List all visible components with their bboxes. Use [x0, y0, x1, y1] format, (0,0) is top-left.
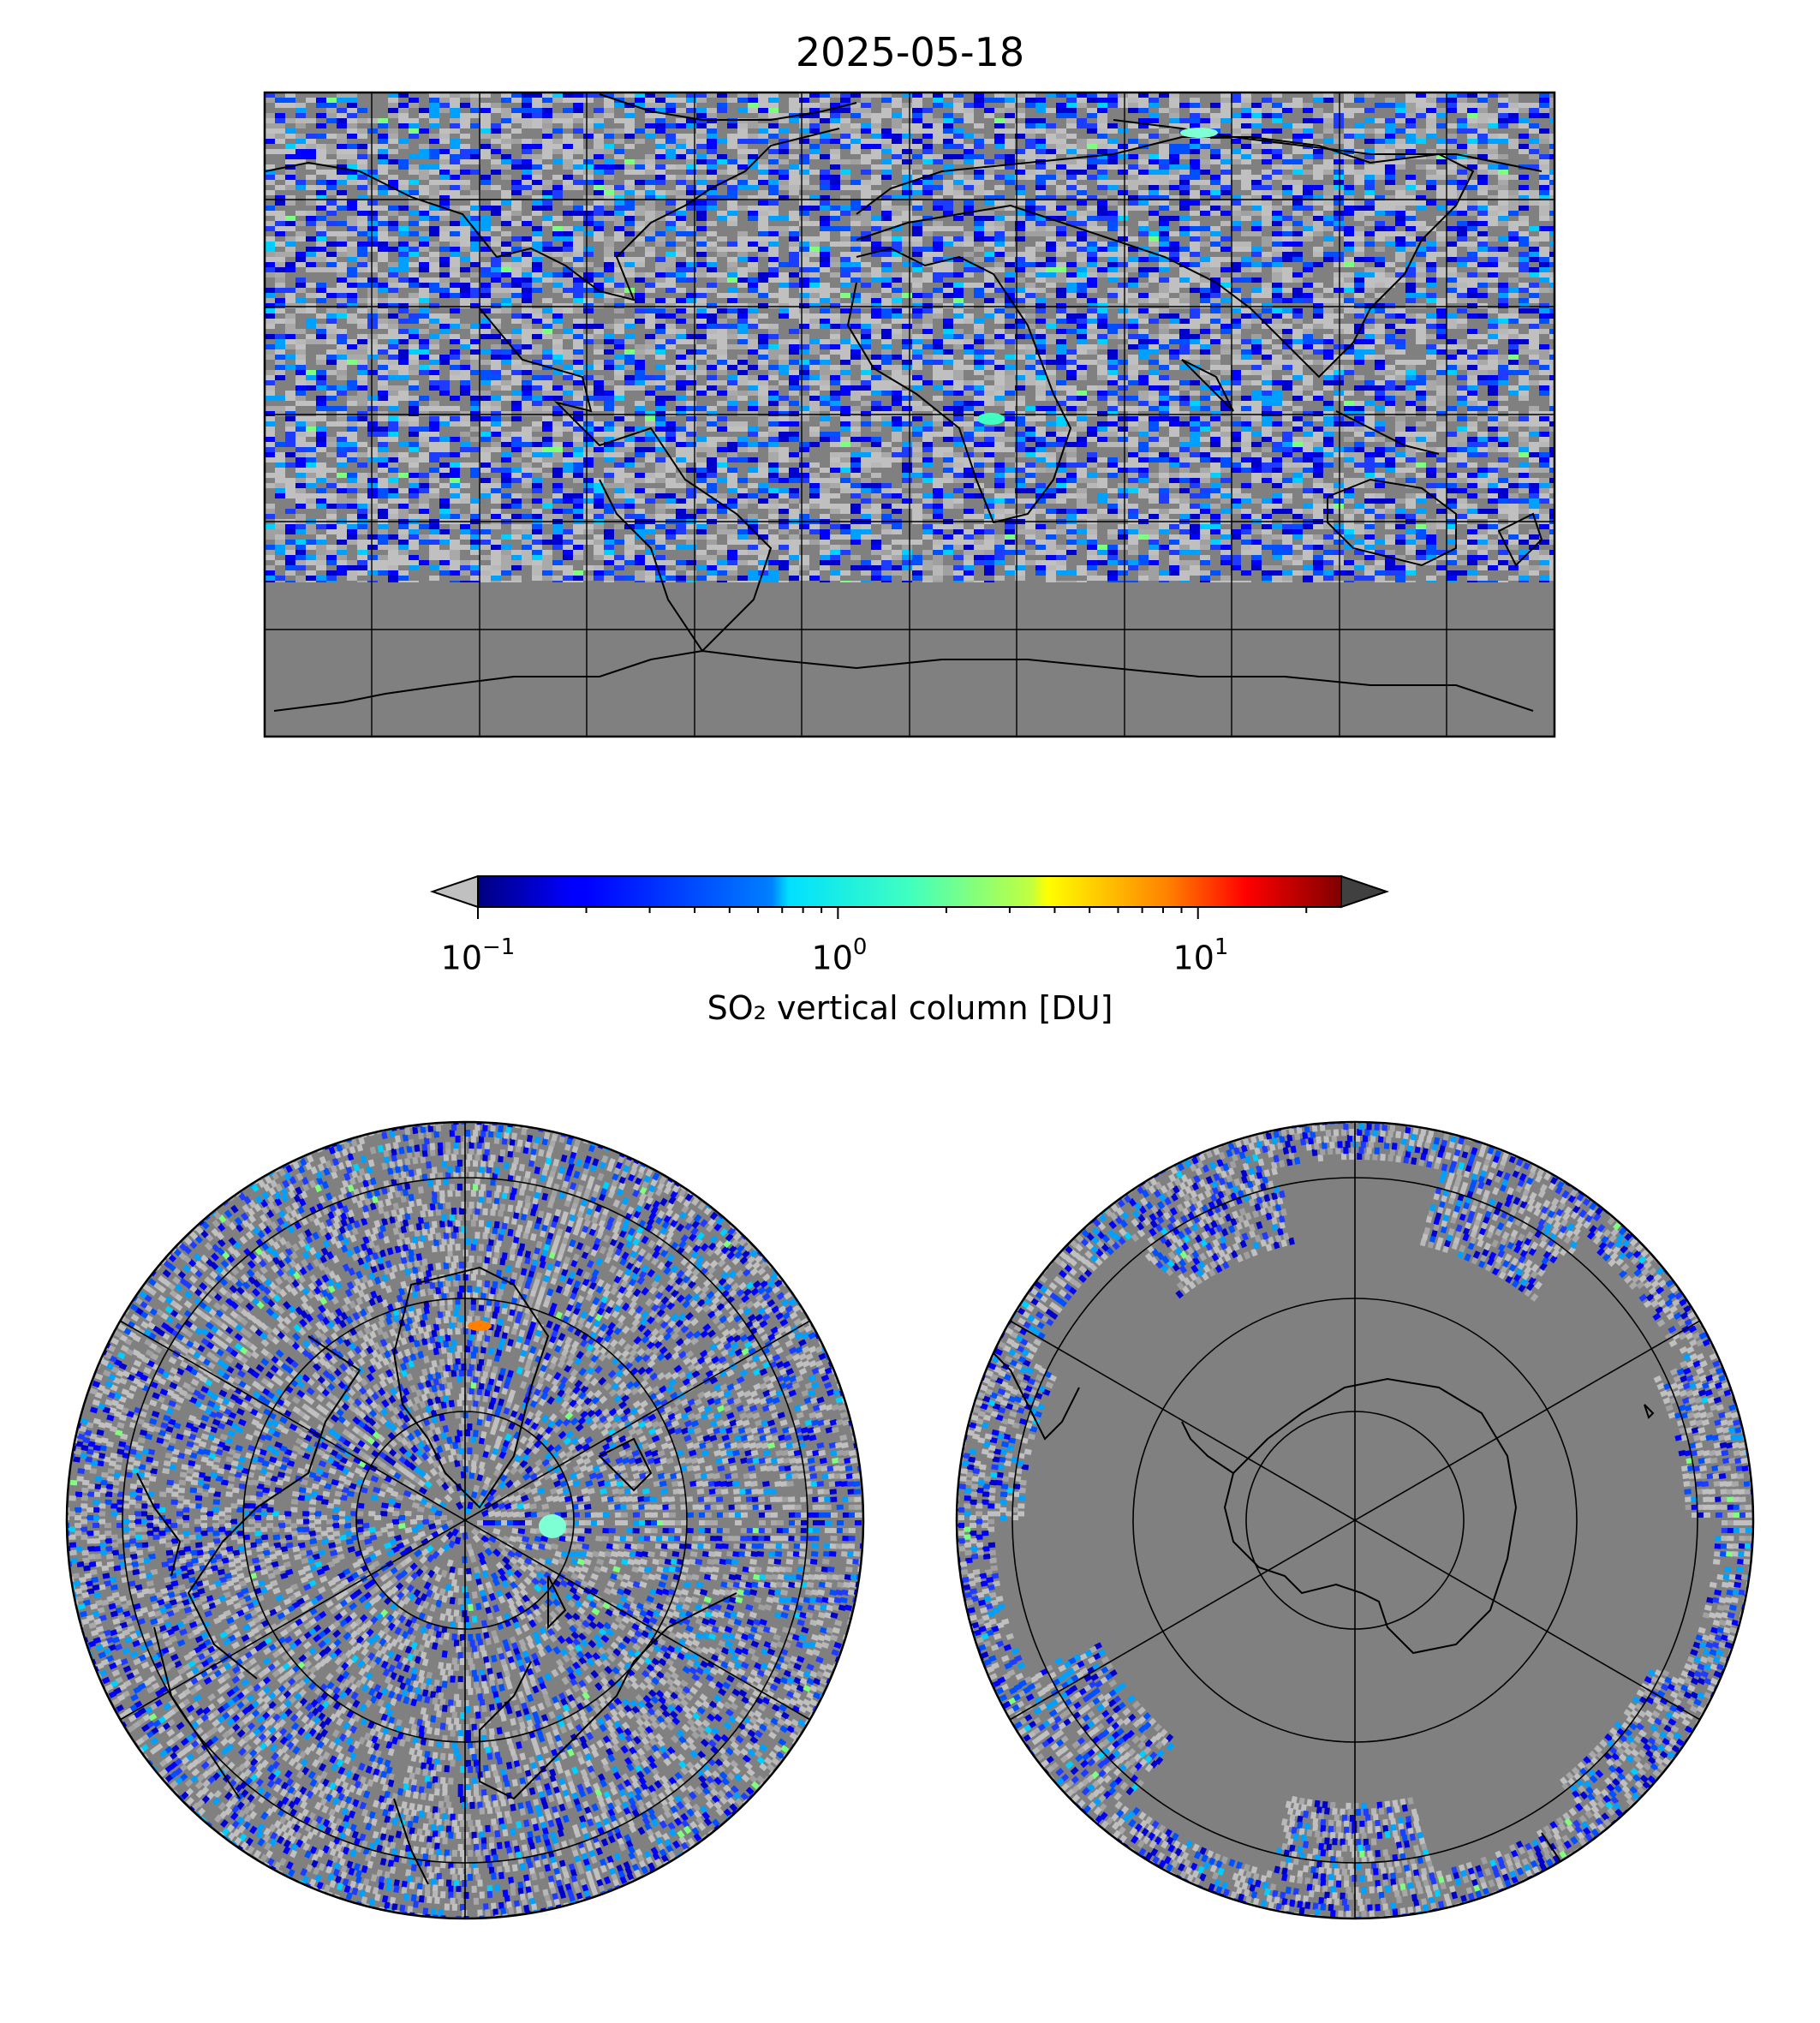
- colorbar-under-extension: [429, 874, 479, 909]
- global-coastlines: [265, 93, 1543, 712]
- south-polar-frame: [955, 1120, 1755, 1920]
- tick-exponent: −1: [482, 934, 516, 960]
- colorbar-tick-label-0: 10−1: [440, 934, 516, 977]
- global-data-field: [265, 92, 1554, 586]
- colorbar-tick-label-2: 101: [1173, 934, 1229, 977]
- colorbar-ticks: [477, 907, 1308, 919]
- colorbar-frame: [477, 875, 1342, 908]
- hotspot-siberia: [1180, 128, 1218, 138]
- north-polar-map: [65, 1120, 865, 1920]
- colorbar-over-extension: [1340, 874, 1390, 909]
- figure-title: 2025-05-18: [795, 29, 1025, 75]
- colorbar-label: SO₂ vertical column [DU]: [707, 989, 1113, 1027]
- colorbar-tick-label-1: 100: [811, 934, 868, 977]
- north-polar-frame: [65, 1120, 865, 1920]
- tick-exponent: 0: [852, 934, 868, 960]
- global-map-frame: [263, 91, 1556, 738]
- tick-exponent: 1: [1214, 934, 1229, 960]
- south-coastlines: [976, 1335, 1655, 1885]
- colorbar-gradient: [478, 876, 1341, 907]
- hotspot-central-africa: [977, 413, 1005, 425]
- tick-base: 10: [440, 939, 483, 977]
- colorbar: [429, 874, 1390, 919]
- tick-base: 10: [1173, 939, 1214, 977]
- global-graticule: [265, 92, 1554, 737]
- global-map: [263, 91, 1556, 738]
- south-polar-map: [955, 1120, 1755, 1920]
- tick-base: 10: [811, 939, 853, 977]
- north-hotspot-kamchatka: [468, 1321, 492, 1331]
- global-hotspots: [977, 128, 1218, 425]
- south-graticule: [1009, 1122, 1701, 1919]
- north-hotspot-norilsk: [539, 1514, 566, 1538]
- north-graticule: [119, 1122, 811, 1919]
